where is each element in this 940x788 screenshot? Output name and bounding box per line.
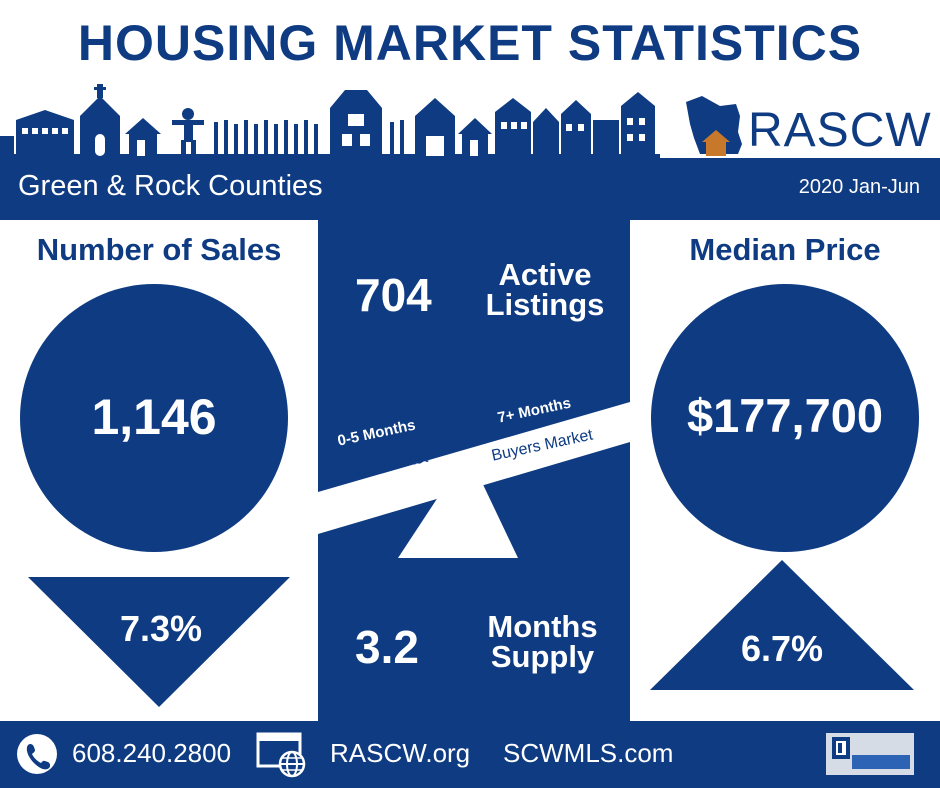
months-supply-value: 3.2 [355, 621, 419, 673]
months-supply-label: Months Supply [470, 609, 615, 674]
period-label: 2020 Jan-Jun [798, 176, 920, 198]
region-subtitle: Green & Rock Counties [18, 170, 323, 202]
supply-label-line2: Supply [490, 639, 595, 674]
median-price-value: $177,700 [686, 389, 884, 442]
sales-value: 1,146 [91, 389, 217, 445]
header-band [0, 158, 940, 220]
active-listings-value: 704 [355, 269, 432, 321]
up-arrow-triangle-icon [650, 560, 914, 690]
realtor-mls-logo [826, 733, 914, 775]
price-circle [651, 284, 919, 552]
market-balance-scale [318, 402, 630, 558]
median-price-heading: Median Price [689, 232, 881, 267]
footer-band [0, 721, 940, 788]
sales-change-percent: 7.3% [119, 608, 203, 649]
sales-circle [20, 284, 288, 552]
active-listings-label: Active Listings [470, 257, 620, 322]
active-label-line1: Active [498, 257, 592, 292]
scwmls-website-link[interactable]: SCWMLS.com [503, 738, 674, 768]
phone-number[interactable]: 608.240.2800 [72, 738, 232, 768]
rascw-website-link[interactable]: RASCW.org [330, 738, 471, 768]
number-of-sales-heading: Number of Sales [36, 232, 282, 267]
active-label-line2: Listings [485, 287, 605, 322]
phone-icon [17, 734, 57, 774]
page-title: HOUSING MARKET STATISTICS [77, 15, 863, 71]
supply-label-line1: Months [487, 609, 598, 644]
median-change-percent: 6.7% [740, 628, 824, 669]
down-arrow-triangle-icon [28, 577, 290, 707]
web-globe-icon [256, 732, 306, 778]
town-skyline-illustration [0, 84, 660, 158]
wisconsin-house-icon [686, 96, 742, 156]
rascw-logo-text: RASCW [748, 104, 932, 157]
